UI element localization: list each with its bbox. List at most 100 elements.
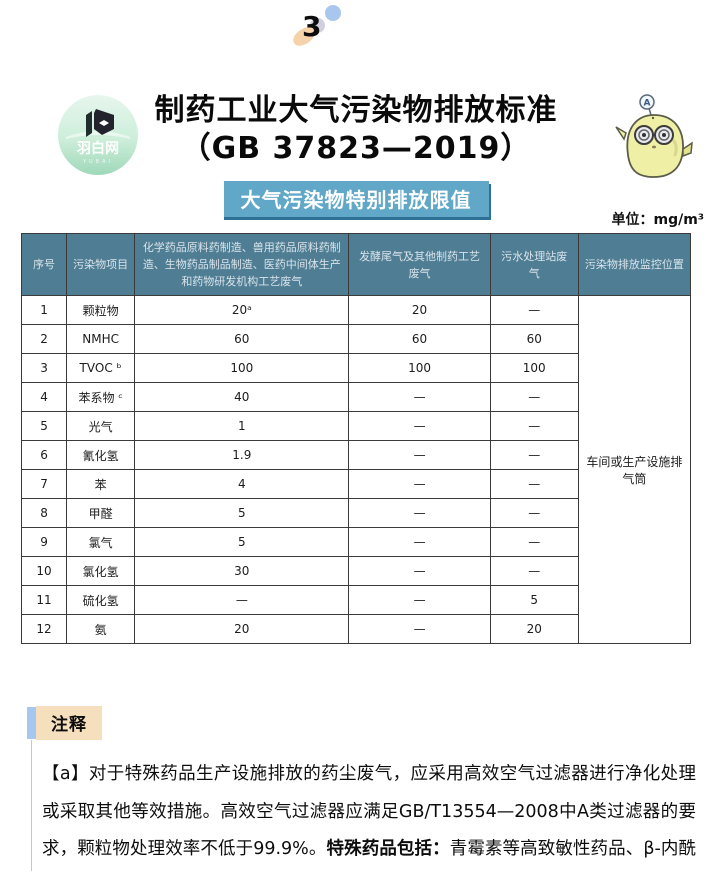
- cell-item: 硫化氢: [66, 585, 136, 616]
- cell-value: 30: [134, 556, 350, 587]
- note-vertical-line: [31, 740, 32, 871]
- cell-value: —: [348, 614, 491, 645]
- cell-no: 12: [20, 614, 68, 645]
- cell-value: 5: [489, 585, 579, 616]
- svg-text:羽白网: 羽白网: [77, 140, 119, 157]
- cell-value: 20: [348, 295, 491, 326]
- yubai-logo: 羽白网 YUBAI: [56, 93, 140, 177]
- cell-value: —: [348, 382, 491, 413]
- table-row: 2 NMHC 60 60 60: [20, 324, 691, 355]
- cell-no: 1: [20, 295, 68, 326]
- cell-item: NMHC: [66, 324, 136, 355]
- section-badge: 大气污染物特别排放限值: [223, 181, 489, 217]
- cell-item: 甲醛: [66, 498, 136, 529]
- cell-no: 8: [20, 498, 68, 529]
- cell-value: —: [348, 556, 491, 587]
- cell-no: 10: [20, 556, 68, 587]
- table-row: 1 颗粒物 20ᵃ 20 — 车间或生产设施排气筒: [20, 295, 692, 645]
- cell-value: —: [348, 498, 491, 529]
- cell-no: 11: [20, 585, 68, 616]
- table-row: 11 硫化氢 — — 5: [20, 585, 691, 616]
- cell-value: 60: [348, 324, 491, 355]
- table-row: 4 苯系物 ᶜ 40 — —: [20, 382, 691, 413]
- blue-dot-icon: [325, 5, 341, 21]
- page-number-decoration: 3: [288, 2, 358, 62]
- note-text-bold: 特殊药品包括：: [326, 839, 450, 860]
- table-header-row: 序号 污染物项目 化学药品原料药制造、兽用药品原料药制造、生物药品制品制造、医药…: [20, 232, 692, 297]
- cell-value: 1.9: [134, 440, 350, 471]
- header-no: 序号: [20, 232, 68, 297]
- cell-value: —: [348, 527, 491, 558]
- header-fermentation: 发酵尾气及其他制药工艺废气: [348, 232, 491, 297]
- cell-no: 7: [20, 469, 68, 500]
- table-row: 12 氨 20 — 20: [20, 614, 691, 645]
- header-chemical-api: 化学药品原料药制造、兽用药品原料药制造、生物药品制品制造、医药中间体生产和药物研…: [134, 232, 350, 297]
- svg-text:A: A: [644, 99, 651, 109]
- cell-no: 4: [20, 382, 68, 413]
- cell-item: 苯系物 ᶜ: [66, 382, 136, 413]
- cell-no: 3: [20, 353, 68, 384]
- table-row: 10 氯化氢 30 — —: [20, 556, 691, 587]
- cell-no: 9: [20, 527, 68, 558]
- cell-item: 氰化氢: [66, 440, 136, 471]
- cell-value: —: [489, 382, 579, 413]
- cell-no: 5: [20, 411, 68, 442]
- note-text-b: 青霉素等高致敏性药品、β-内酰胺结构类药品、避孕药品、激素类药品、抗肿瘤类药品、…: [449, 839, 697, 860]
- cell-value: 20ᵃ: [134, 295, 350, 326]
- bird-mascot-icon: A: [615, 94, 693, 178]
- cell-value: —: [489, 556, 579, 587]
- cell-value: 1: [134, 411, 350, 442]
- header-sewage: 污水处理站废气: [489, 232, 579, 297]
- document-title: 制药工业大气污染物排放标准 （GB 37823—2019）: [0, 0, 712, 168]
- table-row: 9 氯气 5 — —: [20, 527, 691, 558]
- cell-value: —: [134, 585, 350, 616]
- cell-item: 氨: [66, 614, 136, 645]
- note-paragraph: 【a】对于特殊药品生产设施排放的药尘废气，应采用高效空气过滤器进行净化处理或采取…: [42, 756, 696, 871]
- cell-value: —: [489, 411, 579, 442]
- cell-value: 100: [348, 353, 491, 384]
- cell-value: —: [348, 585, 491, 616]
- cell-value: 60: [134, 324, 350, 355]
- cell-no: 6: [20, 440, 68, 471]
- header-pollutant: 污染物项目: [66, 232, 136, 297]
- cell-monitor-location: 车间或生产设施排气筒: [577, 295, 692, 645]
- cell-value: —: [489, 295, 579, 326]
- cell-value: 20: [489, 614, 579, 645]
- unit-label: 单位：mg/m³: [611, 212, 704, 228]
- header-monitor-location: 污染物排放监控位置: [577, 232, 692, 297]
- cell-value: —: [489, 527, 579, 558]
- cell-value: 100: [489, 353, 579, 384]
- cell-value: —: [489, 469, 579, 500]
- mascot-character: A: [604, 93, 700, 185]
- cell-item: 光气: [66, 411, 136, 442]
- title-line-2: （GB 37823—2019）: [180, 131, 532, 166]
- cell-value: 4: [134, 469, 350, 500]
- note-text-a: 【a】对于特殊药品生产设施排放的药尘废气，应采用高效空气过滤器进行净化处理或采取…: [42, 764, 696, 860]
- emission-limits-table: 序号 污染物项目 化学药品原料药制造、兽用药品原料药制造、生物药品制品制造、医药…: [20, 232, 692, 645]
- page-number: 3: [302, 10, 322, 43]
- cell-value: 5: [134, 498, 350, 529]
- title-line-1: 制药工业大气污染物排放标准: [154, 93, 558, 128]
- cell-item: 颗粒物: [66, 295, 136, 326]
- cell-value: —: [348, 440, 491, 471]
- yubai-logo-icon: 羽白网 YUBAI: [58, 95, 138, 175]
- cell-item: 氯气: [66, 527, 136, 558]
- notes-section: 注释 【a】对于特殊药品生产设施排放的药尘废气，应采用高效空气过滤器进行净化处理…: [0, 706, 712, 871]
- cell-value: 5: [134, 527, 350, 558]
- note-accent-bar: [27, 707, 36, 740]
- cell-value: 100: [134, 353, 350, 384]
- cell-item: TVOC ᵇ: [66, 353, 136, 384]
- cell-value: —: [489, 440, 579, 471]
- cell-item: 氯化氢: [66, 556, 136, 587]
- cell-value: —: [489, 498, 579, 529]
- cell-value: 40: [134, 382, 350, 413]
- cell-value: —: [348, 411, 491, 442]
- svg-text:YUBAI: YUBAI: [82, 159, 113, 165]
- note-heading: 注释: [36, 706, 102, 741]
- cell-value: 60: [489, 324, 579, 355]
- cell-no: 2: [20, 324, 68, 355]
- cell-value: —: [348, 469, 491, 500]
- cell-value: 20: [134, 614, 350, 645]
- cell-item: 苯: [66, 469, 136, 500]
